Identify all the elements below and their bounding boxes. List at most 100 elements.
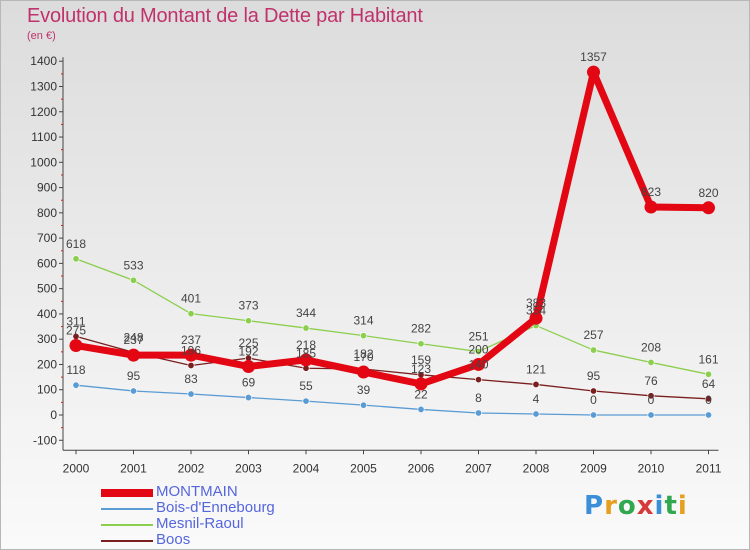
data-point-bois-d-ennebourg [532,410,540,418]
data-label-bois-d-ennebourg: 8 [475,391,482,405]
data-label-bois-d-ennebourg: 0 [648,393,655,407]
data-point-mesnil-raoul [647,358,655,366]
data-label-boos: 121 [526,362,546,376]
x-tick-label: 2001 [120,461,147,475]
data-point-bois-d-ennebourg [704,411,712,419]
data-label-bois-d-ennebourg: 4 [533,392,540,406]
y-tick-label: -100 [33,433,57,447]
data-label-montmain: 200 [468,342,488,356]
data-point-bois-d-ennebourg [72,381,80,389]
data-point-bois-d-ennebourg [187,390,195,398]
data-point-montmain [69,339,83,353]
x-tick-label: 2000 [63,461,90,475]
y-tick-label: 1100 [31,130,57,144]
data-label-mesnil-raoul: 161 [698,352,718,366]
data-label-montmain: 192 [238,344,258,358]
data-label-montmain: 218 [296,338,316,352]
y-tick-label: 500 [37,282,57,296]
x-tick-label: 2007 [465,461,492,475]
y-tick-label: 700 [37,231,57,245]
legend-swatch [101,524,153,526]
x-tick-label: 2002 [178,461,205,475]
data-point-montmain [587,65,600,79]
series-line-boos [75,335,709,400]
legend-swatch [101,540,153,542]
x-tick-label: 2006 [408,461,435,475]
data-point-montmain [702,201,715,215]
y-tick-label: 1300 [30,79,57,93]
series-line-montmain [75,68,709,388]
legend-label: MONTMAIN [156,483,238,500]
y-tick-label: 200 [37,357,57,371]
data-label-montmain: 275 [66,324,86,338]
data-point-bois-d-ennebourg [589,411,597,419]
data-point-boos [647,392,655,400]
data-label-boos: 64 [702,377,716,391]
data-point-montmain [357,365,370,379]
data-point-bois-d-ennebourg [359,401,367,409]
data-label-mesnil-raoul: 401 [181,292,201,306]
data-point-mesnil-raoul [474,348,482,356]
data-label-boos: 196 [181,343,201,357]
y-tick-label: 1000 [30,155,57,169]
data-label-montmain: 237 [123,333,143,347]
data-point-montmain [472,357,485,371]
legend-swatch [101,489,153,497]
data-point-bois-d-ennebourg [245,394,253,402]
chart-subtitle: (en €) [27,30,56,42]
series-line-mesnil-raoul [75,258,709,375]
data-label-bois-d-ennebourg: 39 [357,383,371,397]
data-point-boos [704,395,712,403]
data-point-mesnil-raoul [589,346,597,354]
data-label-bois-d-ennebourg: 0 [590,393,597,407]
data-label-montmain: 820 [698,186,718,200]
y-tick-label: 800 [37,206,57,220]
data-point-montmain [242,359,255,373]
data-point-bois-d-ennebourg [417,405,425,413]
logo-letter: r [604,491,618,521]
logo-letter: i [654,491,665,521]
data-point-boos [532,380,540,388]
data-label-boos: 95 [587,369,601,383]
data-label-boos: 140 [468,358,488,372]
data-point-bois-d-ennebourg [302,397,310,405]
x-tick-label: 2008 [523,461,550,475]
data-label-bois-d-ennebourg: 0 [705,393,712,407]
logo-letter: P [584,491,605,521]
data-point-mesnil-raoul [704,370,712,378]
data-point-montmain [414,377,428,391]
x-tick-label: 2010 [638,461,665,475]
data-label-bois-d-ennebourg: 118 [66,363,85,377]
logo-letter: o [617,491,637,521]
data-point-mesnil-raoul [187,310,195,318]
data-point-mesnil-raoul [245,317,253,325]
data-label-boos: 248 [123,330,143,344]
data-label-boos: 76 [644,374,658,388]
data-point-boos [474,376,482,384]
data-label-mesnil-raoul: 344 [296,306,316,320]
y-tick-label: 400 [37,307,57,321]
y-tick-label: 100 [37,383,57,397]
logo-letter: t [664,491,678,521]
series-line-bois-d-ennebourg [75,384,709,416]
x-tick-label: 2003 [235,461,262,475]
data-point-bois-d-ennebourg [130,387,138,395]
data-label-mesnil-raoul: 618 [66,237,86,251]
data-label-montmain: 1357 [580,50,607,64]
legend-label: Bois-d'Ennebourg [156,499,275,516]
data-point-montmain [529,311,543,325]
data-label-mesnil-raoul: 251 [468,330,488,344]
data-label-bois-d-ennebourg: 22 [414,387,428,401]
x-tick-label: 2009 [580,461,607,475]
data-label-boos: 185 [296,346,316,360]
data-label-mesnil-raoul: 257 [583,328,603,342]
y-tick-label: 1200 [30,105,57,119]
data-point-boos [589,387,597,395]
y-tick-label: 0 [50,408,57,422]
data-label-boos: 159 [411,353,431,367]
legend-label: Mesnil-Raoul [156,515,244,532]
data-point-montmain [644,200,658,214]
data-label-montmain: 237 [181,333,201,347]
chart-title: Evolution du Montant de la Dette par Hab… [27,5,423,27]
